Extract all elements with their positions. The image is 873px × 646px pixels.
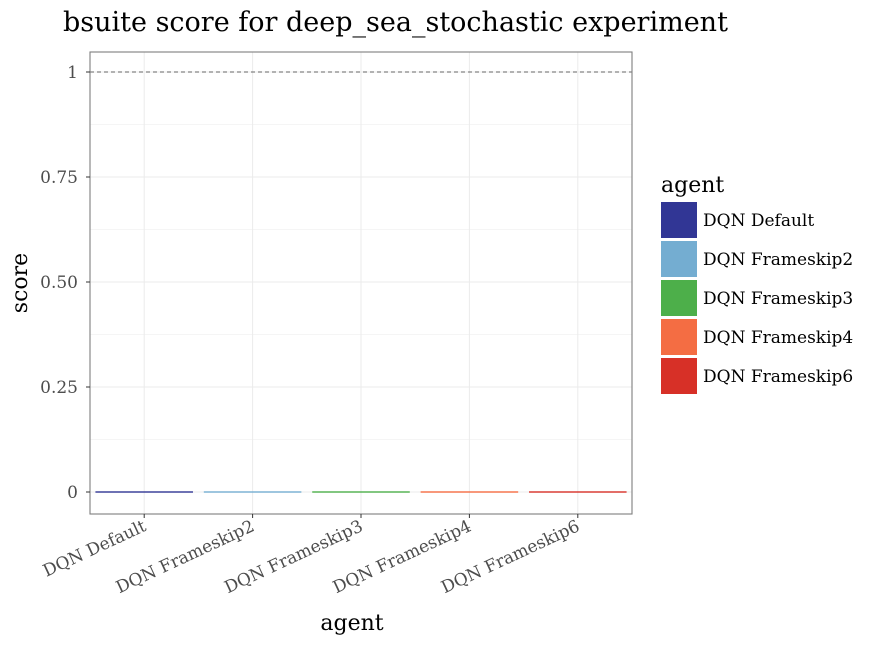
bar [95, 491, 193, 493]
legend-label: DQN Frameskip3 [703, 289, 853, 309]
legend-swatch [661, 241, 697, 277]
y-tick-label: 0.25 [40, 378, 78, 398]
legend-swatch [661, 202, 697, 238]
legend-label: DQN Frameskip4 [703, 328, 853, 348]
y-tick-label: 0 [67, 483, 78, 503]
legend-label: DQN Frameskip6 [703, 367, 853, 387]
y-tick-label: 1 [67, 63, 78, 83]
legend-swatch [661, 358, 697, 394]
bar [420, 491, 519, 493]
bar [203, 491, 302, 493]
x-axis-title: agent [320, 611, 383, 636]
legend: agent DQN Default DQN Frameskip2 DQN Frame… [661, 173, 853, 394]
y-tick-label: 0.50 [40, 273, 78, 293]
legend-swatch [661, 319, 697, 355]
chart-title: bsuite score for deep_sea_stochastic exp… [63, 7, 728, 38]
legend-title: agent [661, 173, 724, 198]
legend-label: DQN Frameskip2 [703, 250, 853, 270]
bar [312, 491, 410, 493]
y-axis-title: score [8, 253, 33, 313]
bar [529, 491, 627, 493]
legend-swatch [661, 280, 697, 316]
y-tick-label: 0.75 [40, 168, 78, 188]
legend-label: DQN Default [703, 211, 814, 231]
